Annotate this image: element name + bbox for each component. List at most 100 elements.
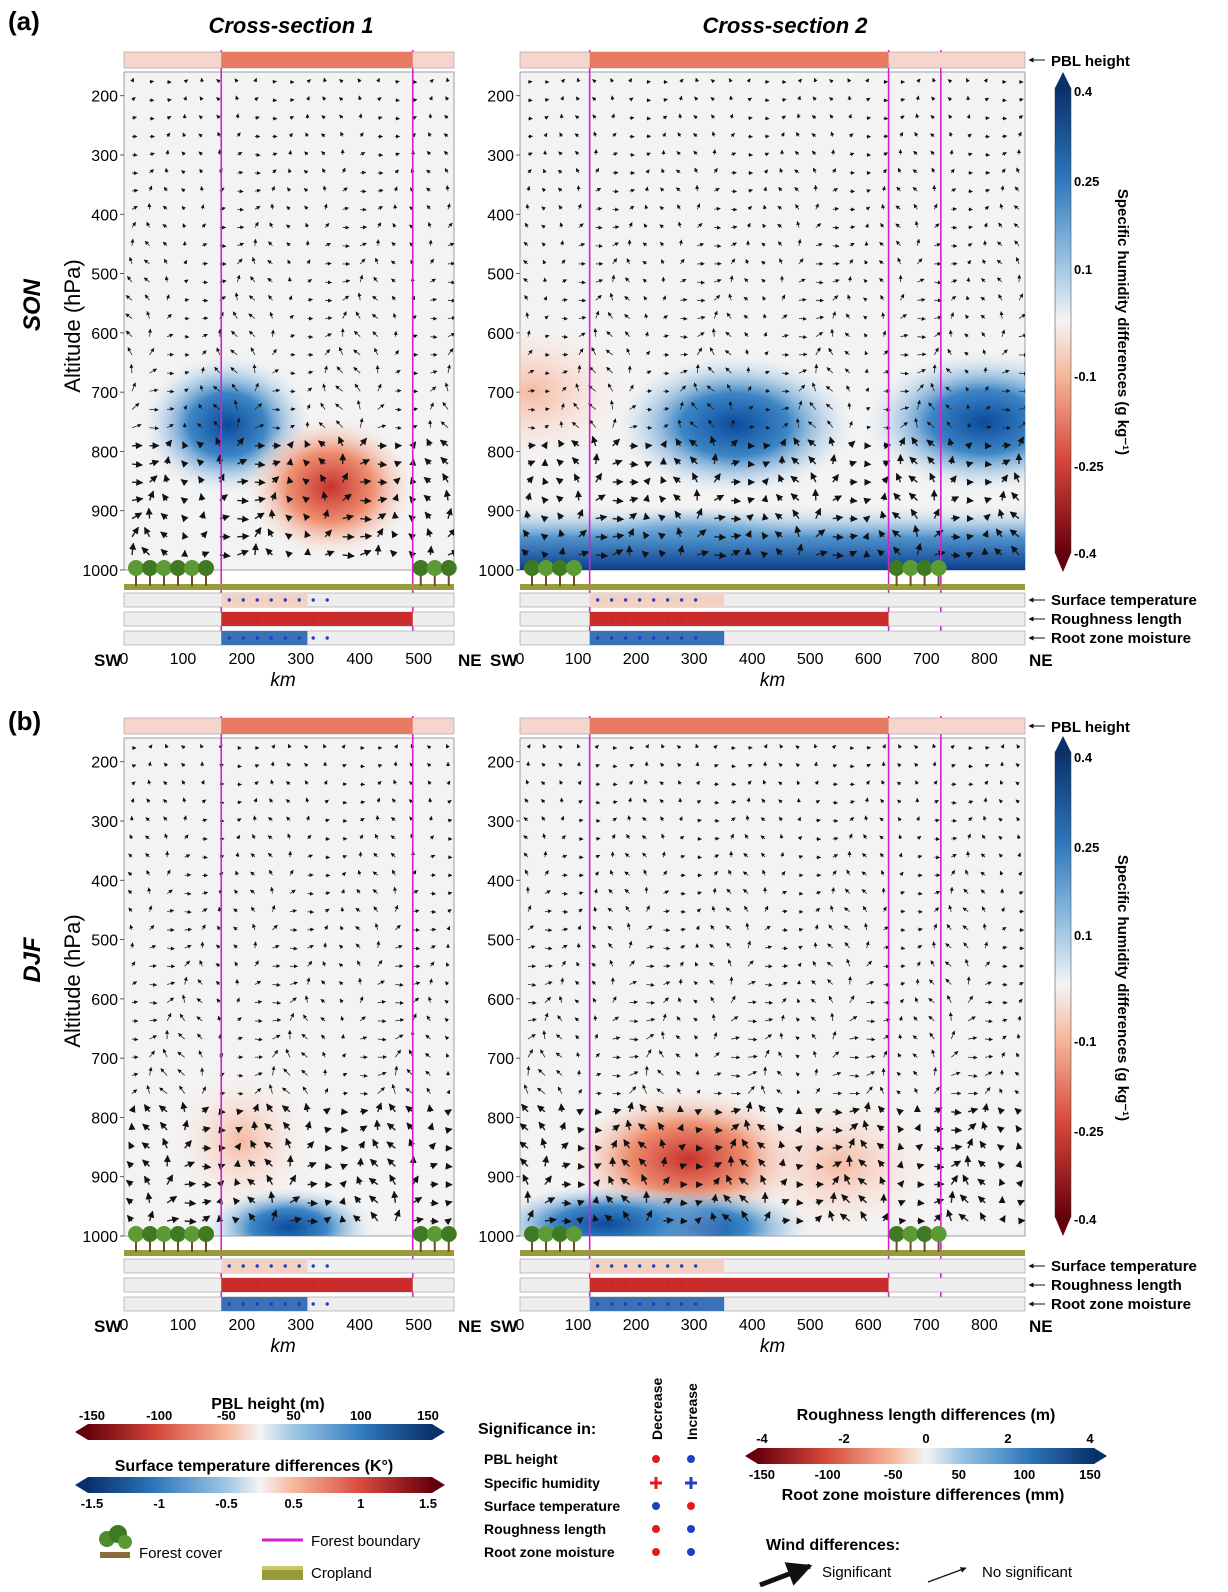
wind-arrow xyxy=(714,537,725,538)
surface-strip-fill xyxy=(221,612,413,626)
significance-dot xyxy=(596,598,599,601)
significance-dot xyxy=(228,636,231,639)
pbl-cb-right xyxy=(432,1424,445,1440)
y-tick-label: 500 xyxy=(487,933,514,950)
wind-arrow xyxy=(596,838,600,839)
y-tick-label: 800 xyxy=(487,1110,514,1127)
legend-tick: -50 xyxy=(217,1408,236,1423)
significance-row-label: PBL height xyxy=(484,1451,558,1467)
wind-arrow xyxy=(325,263,331,264)
wind-arrow xyxy=(799,319,807,320)
significance-dot xyxy=(284,1264,287,1267)
forest-cover-icon xyxy=(99,1525,132,1558)
significance-dot xyxy=(298,617,301,620)
wind-arrow xyxy=(360,519,371,520)
legend-tick: 50 xyxy=(286,1408,300,1423)
significance-dot xyxy=(610,1264,613,1267)
significance-dot xyxy=(256,1264,259,1267)
wind-arrow xyxy=(237,1111,243,1112)
wind-arrow xyxy=(308,1221,318,1222)
legend-tick: -1.5 xyxy=(81,1496,103,1511)
wind-not-significant-label: No significant xyxy=(982,1564,1073,1581)
significance-dot xyxy=(596,617,599,620)
significance-dot xyxy=(610,636,613,639)
significance-dot xyxy=(680,598,683,601)
x-axis-label: km xyxy=(270,670,295,691)
x-tick-label: 800 xyxy=(971,1317,998,1334)
legend-tick: -4 xyxy=(756,1431,768,1446)
wind-arrow xyxy=(613,500,623,501)
wind-arrow xyxy=(833,1112,842,1113)
forest-cover xyxy=(413,1226,457,1252)
significance-dot xyxy=(312,1283,315,1286)
humidity-colorbar-title: Specific humidity differences (g kg⁻¹) xyxy=(1114,855,1131,1121)
wind-arrow xyxy=(219,1215,220,1221)
significance-dot xyxy=(312,636,315,639)
wind-arrow xyxy=(237,1075,243,1076)
wind-arrow xyxy=(951,555,960,556)
surface-strip-fill xyxy=(221,1278,413,1292)
wind-arrow xyxy=(714,1112,722,1113)
wind-arrow xyxy=(596,1112,602,1113)
y-tick-label: 900 xyxy=(91,1170,118,1187)
wind-arrow xyxy=(360,1158,361,1166)
wind-arrow xyxy=(985,464,991,465)
humidity-colorbar-title: Specific humidity differences (g kg⁻¹) xyxy=(1114,189,1131,455)
significance-dot xyxy=(638,1302,641,1305)
surface-strip-label: Surface temperature xyxy=(1051,1258,1197,1275)
wind-arrow xyxy=(272,204,273,209)
forest-cover-label: Forest cover xyxy=(139,1545,222,1562)
wind-arrow xyxy=(132,155,137,156)
season-label-son: SON xyxy=(19,278,46,331)
wind-arrow xyxy=(430,1184,437,1185)
wind-arrow xyxy=(343,784,347,785)
wind-arrow xyxy=(237,519,248,520)
significance-marker xyxy=(652,1525,660,1533)
wind-arrow xyxy=(430,1221,438,1222)
tree-crown xyxy=(441,560,457,576)
y-tick-label: 300 xyxy=(91,148,118,165)
y-tick-label: 600 xyxy=(487,992,514,1009)
significance-dot xyxy=(694,1283,697,1286)
root-zone-legend-title: Root zone moisture differences (mm) xyxy=(782,1487,1065,1504)
decrease-label: Decrease xyxy=(649,1378,665,1440)
significance-dot xyxy=(228,1264,231,1267)
significance-marker xyxy=(687,1455,695,1463)
tree-crown xyxy=(413,1226,429,1242)
wind-arrow xyxy=(237,500,248,501)
x-tick-label: 200 xyxy=(229,651,256,668)
significance-dot xyxy=(596,1283,599,1286)
tree-crown xyxy=(413,560,429,576)
significance-dot xyxy=(326,1283,329,1286)
significance-dot xyxy=(312,617,315,620)
significance-dot xyxy=(284,1302,287,1305)
y-tick-label: 900 xyxy=(487,1170,514,1187)
wind-arrow xyxy=(237,209,243,210)
wind-arrow xyxy=(1002,985,1007,986)
significance-dot xyxy=(270,617,273,620)
tree-crown xyxy=(889,560,905,576)
significance-dot xyxy=(638,617,641,620)
wind-arrow xyxy=(968,536,973,537)
surface-strip-fill xyxy=(221,1259,307,1273)
x-tick-label: 500 xyxy=(797,651,824,668)
x-tick-label: 300 xyxy=(681,1317,708,1334)
st-legend-title: Surface temperature differences (K°) xyxy=(115,1458,393,1475)
wind-arrow xyxy=(360,209,366,210)
legend-tick: 100 xyxy=(350,1408,372,1423)
significance-dot xyxy=(652,1302,655,1305)
legend-tick: -100 xyxy=(815,1467,841,1482)
wind-arrow xyxy=(731,500,740,501)
legend-tick: 1 xyxy=(357,1496,364,1511)
wind-arrow xyxy=(663,373,668,374)
roughness-legend-title: Roughness length differences (m) xyxy=(797,1407,1056,1424)
significance-dot xyxy=(298,1283,301,1286)
significance-dot xyxy=(270,1283,273,1286)
surface-strip-fill xyxy=(590,593,725,607)
y-tick-label: 800 xyxy=(91,444,118,461)
x-tick-label: 100 xyxy=(565,651,592,668)
significance-dot xyxy=(228,1302,231,1305)
wind-arrow xyxy=(833,1130,842,1131)
wind-significant-arrow xyxy=(760,1566,810,1585)
wind-arrow xyxy=(378,545,379,555)
